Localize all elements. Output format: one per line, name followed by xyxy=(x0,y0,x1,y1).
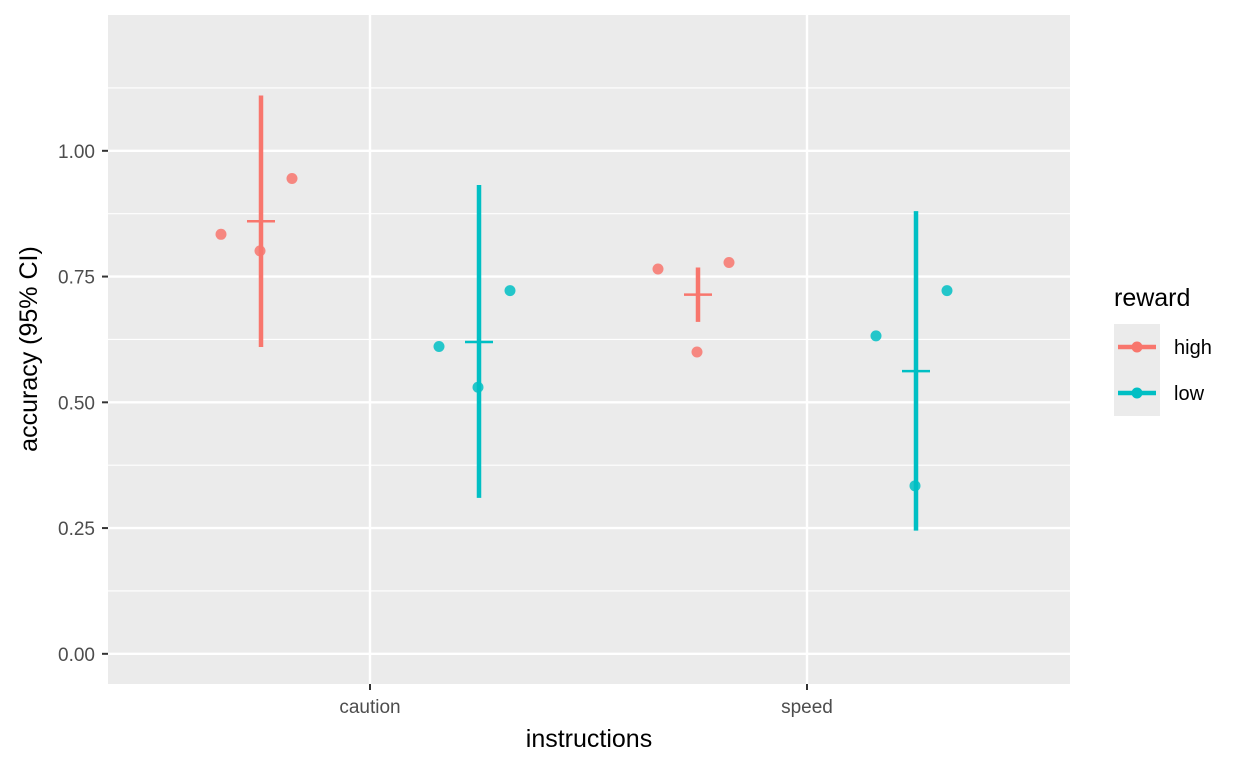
data-point xyxy=(433,340,445,352)
grid-lines xyxy=(108,15,1070,684)
legend: reward high low xyxy=(1114,284,1212,416)
y-tick-label: 0.75 xyxy=(58,268,95,289)
y-tick-label: 0.25 xyxy=(58,519,95,540)
data-point xyxy=(941,285,953,297)
data-point xyxy=(691,346,703,358)
data-point xyxy=(215,228,227,240)
plot-panel xyxy=(108,15,1070,684)
y-tick-label: 1.00 xyxy=(58,142,95,163)
data-point xyxy=(286,172,298,184)
data-marks xyxy=(215,95,953,531)
legend-title: reward xyxy=(1114,284,1190,312)
legend-key-point xyxy=(1131,387,1143,399)
legend-label: high xyxy=(1174,337,1212,359)
legend-keys: high low xyxy=(1114,324,1212,416)
legend-label: low xyxy=(1174,383,1205,405)
data-point xyxy=(504,285,516,297)
legend-key-point xyxy=(1131,341,1143,353)
axes: 0.00 0.25 0.50 0.75 1.00 caution speed xyxy=(58,142,833,718)
x-tick-label: speed xyxy=(781,697,833,718)
y-tick-label: 0.50 xyxy=(58,393,95,414)
data-point xyxy=(723,256,735,268)
x-tick-label: caution xyxy=(339,697,400,718)
x-axis-title: instructions xyxy=(526,725,652,753)
data-point xyxy=(870,330,882,342)
data-point xyxy=(652,263,664,275)
y-axis-title: accuracy (95% CI) xyxy=(15,246,43,452)
y-tick-label: 0.00 xyxy=(58,645,95,666)
